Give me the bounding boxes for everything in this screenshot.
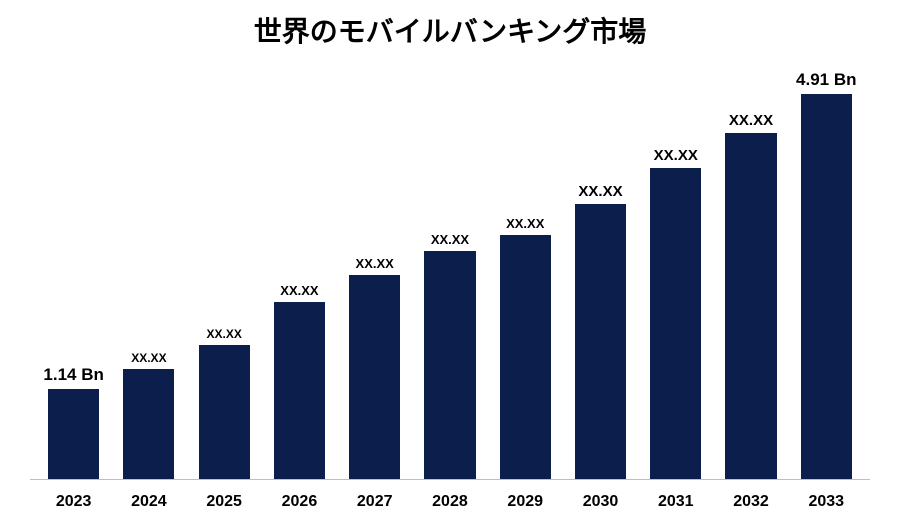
bar-slot: XX.XX: [488, 70, 563, 479]
x-tick-label: 2028: [412, 493, 487, 511]
bar-slot: 1.14 Bn: [36, 70, 111, 479]
bar-value-label: XX.XX: [654, 147, 698, 164]
bar-slot: XX.XX: [187, 70, 262, 479]
bar: [123, 369, 174, 479]
bar-slot: XX.XX: [412, 70, 487, 479]
bar-value-label: 4.91 Bn: [796, 70, 856, 90]
bar-slot: XX.XX: [111, 70, 186, 479]
x-tick-label: 2032: [713, 493, 788, 511]
bar-slot: XX.XX: [638, 70, 713, 479]
x-axis: 2023202420252026202720282029203020312032…: [30, 493, 870, 511]
bar-slot: XX.XX: [337, 70, 412, 479]
bar-value-label: XX.XX: [280, 283, 318, 298]
x-tick-label: 2023: [36, 493, 111, 511]
bar-value-label: 1.14 Bn: [43, 365, 103, 385]
bar: [48, 389, 99, 479]
bar: [349, 275, 400, 480]
bar-value-label: XX.XX: [729, 112, 773, 129]
chart-area: 1.14 Bn XX.XX XX.XX XX.XX XX.XX XX.XX XX.XX XX.…: [30, 70, 870, 480]
x-tick-label: 2029: [488, 493, 563, 511]
x-tick-label: 2033: [789, 493, 864, 511]
bar: [500, 235, 551, 479]
bar: [725, 133, 776, 479]
bar-value-label: XX.XX: [356, 256, 394, 271]
bar: [274, 302, 325, 479]
bar-value-label: XX.XX: [131, 351, 166, 365]
bar: [575, 204, 626, 479]
bar-slot: XX.XX: [563, 70, 638, 479]
bar: [801, 94, 852, 479]
chart-title: 世界のモバイルバンキング市場: [0, 0, 900, 50]
plot-region: 1.14 Bn XX.XX XX.XX XX.XX XX.XX XX.XX XX.XX XX.…: [30, 70, 870, 480]
bar-value-label: XX.XX: [431, 232, 469, 247]
bar-slot: 4.91 Bn: [789, 70, 864, 479]
bar-value-label: XX.XX: [578, 183, 622, 200]
bar: [650, 168, 701, 479]
bars-container: 1.14 Bn XX.XX XX.XX XX.XX XX.XX XX.XX XX.XX XX.…: [30, 70, 870, 479]
x-tick-label: 2024: [111, 493, 186, 511]
x-tick-label: 2026: [262, 493, 337, 511]
bar-value-label: XX.XX: [506, 216, 544, 231]
x-tick-label: 2025: [187, 493, 262, 511]
x-tick-label: 2027: [337, 493, 412, 511]
bar: [199, 345, 250, 479]
bar-slot: XX.XX: [713, 70, 788, 479]
x-tick-label: 2030: [563, 493, 638, 511]
x-tick-label: 2031: [638, 493, 713, 511]
bar-value-label: XX.XX: [206, 327, 241, 341]
bar-slot: XX.XX: [262, 70, 337, 479]
bar: [424, 251, 475, 479]
